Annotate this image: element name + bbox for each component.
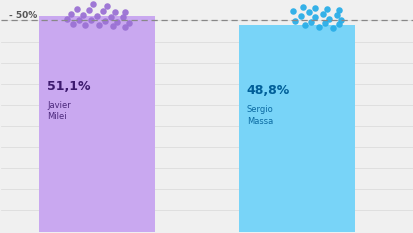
Point bbox=[64, 17, 70, 21]
Point bbox=[121, 25, 128, 29]
Point bbox=[289, 9, 295, 13]
Point bbox=[121, 10, 128, 14]
Point bbox=[100, 9, 106, 13]
Point bbox=[311, 6, 317, 10]
Point bbox=[114, 20, 120, 24]
Point bbox=[299, 5, 305, 9]
Point bbox=[112, 10, 118, 13]
Point bbox=[126, 21, 132, 24]
Point bbox=[82, 23, 88, 27]
Point bbox=[335, 22, 341, 26]
Point bbox=[70, 22, 76, 26]
Point bbox=[315, 25, 321, 29]
Point bbox=[109, 24, 116, 28]
Point bbox=[332, 13, 339, 17]
Point bbox=[337, 18, 343, 21]
Point bbox=[325, 17, 331, 21]
Text: 48,8%: 48,8% bbox=[246, 84, 290, 97]
Point bbox=[104, 4, 110, 7]
Point bbox=[108, 15, 114, 18]
Point bbox=[94, 14, 100, 18]
Bar bbox=[238, 25, 354, 232]
Point bbox=[102, 19, 108, 23]
Point bbox=[96, 24, 102, 27]
Point bbox=[297, 14, 304, 18]
Point bbox=[311, 16, 317, 19]
Point bbox=[320, 21, 327, 25]
Point bbox=[74, 7, 81, 10]
Point bbox=[88, 19, 94, 22]
Text: - 50%: - 50% bbox=[9, 11, 38, 20]
Point bbox=[68, 12, 74, 16]
Point bbox=[90, 3, 96, 6]
Point bbox=[323, 7, 329, 11]
Bar bbox=[39, 16, 155, 232]
Point bbox=[301, 24, 307, 27]
Point bbox=[291, 19, 297, 23]
Point bbox=[307, 20, 313, 24]
Text: 51,1%: 51,1% bbox=[47, 79, 90, 93]
Point bbox=[335, 8, 341, 12]
Point bbox=[80, 13, 86, 17]
Point bbox=[76, 18, 82, 21]
Point bbox=[319, 12, 325, 16]
Text: Javier
Milei: Javier Milei bbox=[47, 101, 71, 121]
Point bbox=[119, 16, 126, 19]
Point bbox=[86, 8, 93, 12]
Text: Sergio
Massa: Sergio Massa bbox=[246, 105, 273, 126]
Point bbox=[329, 26, 335, 29]
Point bbox=[305, 10, 311, 14]
